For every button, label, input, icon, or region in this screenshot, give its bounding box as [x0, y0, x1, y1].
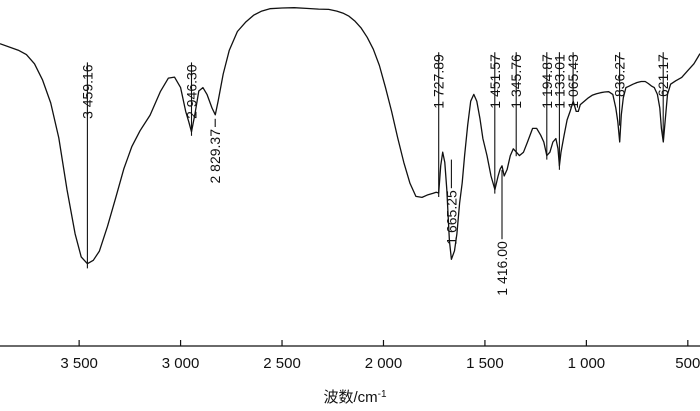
- peak-label: 1 194.87: [539, 54, 555, 109]
- peak-label: 621.17: [655, 54, 671, 97]
- x-tick-label: 1 500: [466, 355, 504, 372]
- x-axis-label: 波数/cm-1: [323, 389, 387, 407]
- x-axis-ticks: 3 500 3 000 2 500 2 000 1 500 1 000 500: [60, 340, 700, 372]
- peak-marker-group: [86, 52, 664, 269]
- peak-label: 1 665.25: [443, 190, 459, 245]
- x-tick-label: 500: [675, 355, 700, 372]
- peak-label: 1 065.43: [565, 54, 581, 109]
- peak-label: 1 133.01: [551, 54, 567, 109]
- spectrum-series-line: [0, 7, 700, 265]
- x-tick-label: 3 500: [60, 355, 98, 372]
- peak-label: 1 345.76: [508, 54, 524, 109]
- peak-label: 836.27: [612, 54, 628, 97]
- x-tick-label: 2 000: [365, 355, 403, 372]
- peak-label: 2 946.30: [184, 64, 200, 119]
- x-tick-label: 1 000: [568, 355, 606, 372]
- peak-label: 1 727.89: [431, 54, 447, 109]
- peak-label-group: 3 459.16 2 946.30 2 829.37 1 727.89 1 665.25…: [79, 54, 671, 296]
- x-tick-label: 2 500: [263, 355, 301, 372]
- x-tick-label: 3 000: [162, 355, 200, 372]
- peak-label: 1 451.57: [487, 54, 503, 109]
- peak-label: 3 459.16: [79, 64, 95, 119]
- peak-label: 1 416.00: [494, 241, 510, 296]
- peak-label: 2 829.37: [207, 129, 223, 184]
